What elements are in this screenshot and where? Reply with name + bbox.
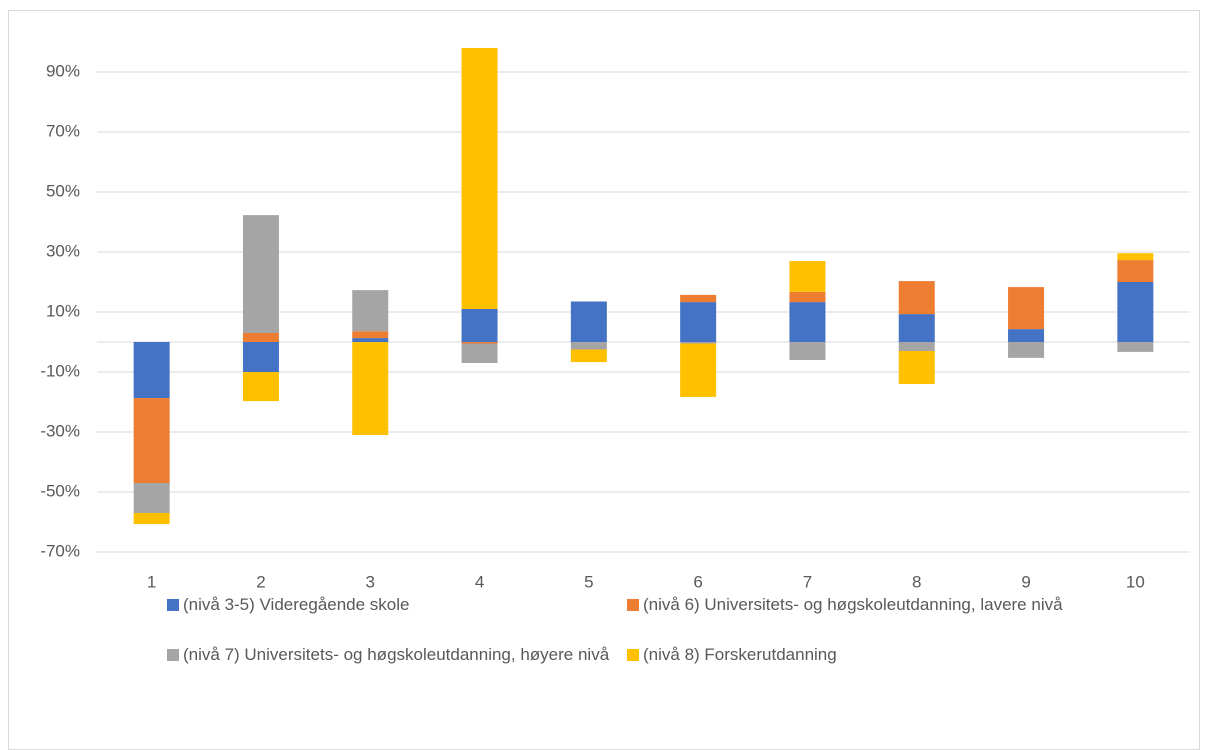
bar-segment	[680, 294, 717, 303]
bar-segment	[461, 309, 498, 342]
y-tick-label: 70%	[46, 121, 80, 140]
x-tick-label: 7	[803, 572, 812, 591]
legend-swatch	[167, 649, 179, 661]
legend-label: (nivå 7) Universitets- og høgskoleutdann…	[183, 645, 610, 664]
y-tick-label: -70%	[40, 541, 80, 560]
bar-segment	[242, 215, 279, 333]
bar-segment	[133, 342, 170, 399]
x-tick-label: 9	[1021, 572, 1030, 591]
legend-item: (nivå 3-5) Videregående skole	[167, 592, 623, 618]
bar-segment	[570, 342, 607, 350]
x-tick-label: 3	[366, 572, 375, 591]
x-tick-label: 2	[256, 572, 265, 591]
bar-segment	[1117, 253, 1154, 261]
bar-segment	[680, 343, 717, 397]
bar-segment	[570, 349, 607, 363]
bar-segment	[789, 342, 826, 360]
bar-segment	[1008, 329, 1045, 342]
bar-segment	[898, 351, 935, 384]
bar-segment	[352, 290, 389, 332]
bar-segment	[898, 281, 935, 315]
y-tick-label: 90%	[46, 61, 80, 80]
legend-item: (nivå 7) Universitets- og høgskoleutdann…	[167, 642, 623, 668]
bar-segment	[680, 302, 717, 342]
bar-segment	[352, 331, 389, 339]
y-tick-label: 10%	[46, 301, 80, 320]
bar-segment	[1117, 282, 1154, 342]
x-tick-label: 10	[1126, 572, 1145, 591]
x-tick-label: 6	[693, 572, 702, 591]
bar-segment	[898, 342, 935, 351]
legend-swatch	[627, 599, 639, 611]
bar-segment	[789, 302, 826, 342]
bar-segment	[1117, 260, 1154, 282]
legend-label: (nivå 3-5) Videregående skole	[183, 595, 410, 614]
bar-segment	[1008, 342, 1045, 358]
bar-segment	[789, 261, 826, 292]
bar-segment	[242, 372, 279, 402]
bar-segment	[570, 301, 607, 342]
y-tick-label: 30%	[46, 241, 80, 260]
legend-swatch	[627, 649, 639, 661]
bar-segment	[1117, 342, 1154, 352]
y-tick-label: -30%	[40, 421, 80, 440]
x-tick-label: 1	[147, 572, 156, 591]
bar-segment	[242, 342, 279, 372]
bar-segment	[680, 342, 717, 344]
bar-segment	[133, 483, 170, 513]
bar-segment	[133, 513, 170, 525]
legend-label: (nivå 8) Forskerutdanning	[643, 645, 837, 664]
bar-segment	[352, 342, 389, 435]
bar-segment	[1008, 287, 1045, 330]
y-tick-label: 50%	[46, 181, 80, 200]
legend-item: (nivå 8) Forskerutdanning	[627, 642, 1083, 668]
bar-segment	[898, 314, 935, 342]
y-tick-label: -10%	[40, 361, 80, 380]
bar-segment	[133, 398, 170, 483]
x-tick-label: 4	[475, 572, 484, 591]
bar-segment	[461, 342, 498, 344]
legend-label: (nivå 6) Universitets- og høgskoleutdann…	[643, 595, 1063, 614]
bar-segment	[789, 291, 826, 303]
x-tick-label: 5	[584, 572, 593, 591]
legend-swatch	[167, 599, 179, 611]
bar-segment	[352, 338, 389, 342]
x-tick-label: 8	[912, 572, 921, 591]
legend-item: (nivå 6) Universitets- og høgskoleutdann…	[627, 592, 1083, 618]
bar-segment	[461, 48, 498, 309]
bar-segment	[242, 333, 279, 342]
y-tick-label: -50%	[40, 481, 80, 500]
bar-segment	[461, 343, 498, 363]
